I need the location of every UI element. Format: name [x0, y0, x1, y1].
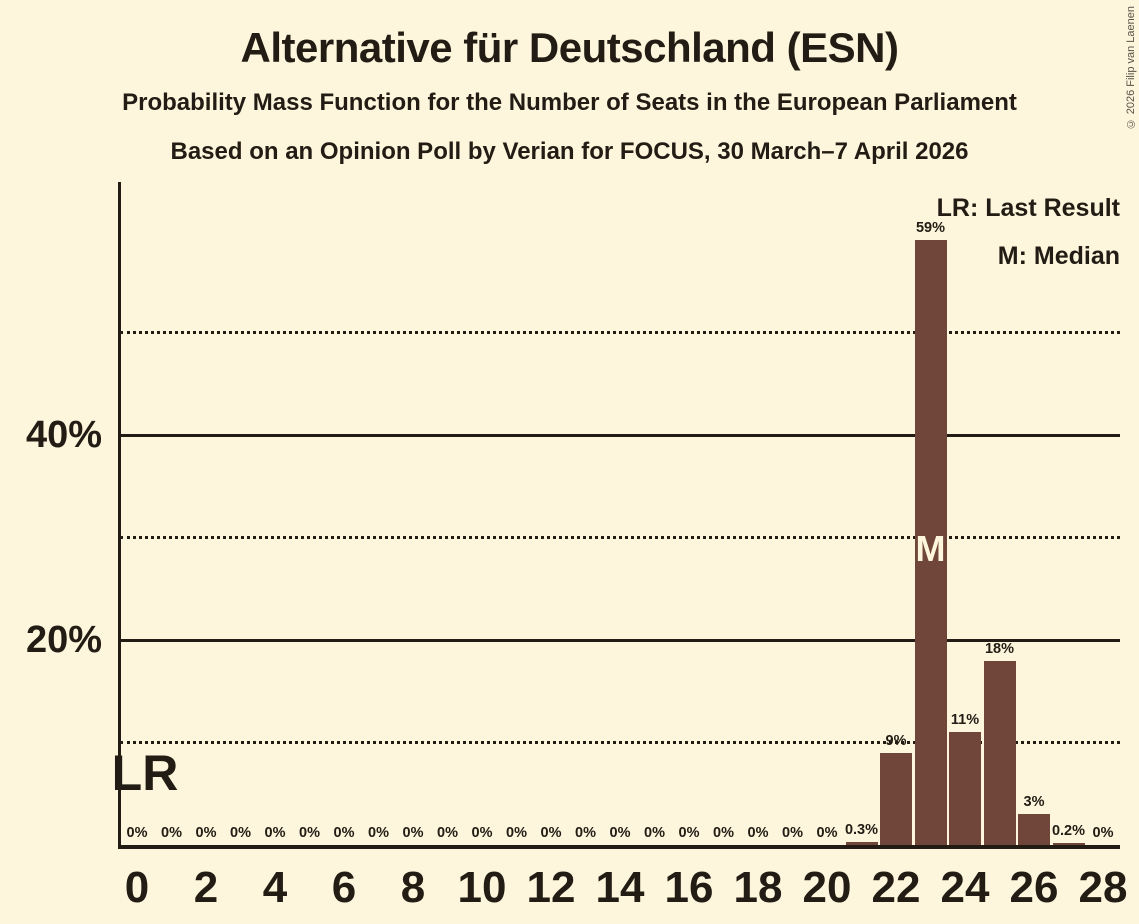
y-tick-label-20: 20% — [25, 619, 102, 661]
last-result-marker: LR — [111, 745, 179, 801]
bar-seat-23 — [914, 240, 947, 845]
bar-value-label-9: 0% — [437, 825, 458, 841]
bar-value-label-23: 59% — [915, 220, 946, 237]
bar-value-label-26: 3% — [1023, 794, 1045, 811]
x-axis — [118, 845, 1120, 849]
x-tick-label-28: 28 — [1078, 863, 1128, 912]
bar-value-label-25: 18% — [984, 640, 1015, 657]
x-tick-label-4: 4 — [262, 863, 288, 912]
x-tick-label-12: 12 — [526, 863, 576, 912]
x-tick-label-16: 16 — [664, 863, 714, 912]
x-tick-label-20: 20 — [802, 863, 852, 912]
bar-value-label-10: 0% — [471, 825, 493, 841]
bar-value-label-14: 0% — [609, 825, 631, 841]
bar-value-label-2: 0% — [195, 825, 217, 841]
chart-title: Alternative für Deutschland (ESN) — [240, 24, 899, 71]
x-tick-label-18: 18 — [733, 863, 783, 912]
bar-value-label-6: 0% — [333, 825, 355, 841]
bar-value-label-1: 0% — [161, 825, 182, 841]
chart-subtitle: Probability Mass Function for the Number… — [122, 89, 1017, 116]
bar-value-label-7: 0% — [368, 825, 389, 841]
y-axis — [118, 182, 121, 848]
x-tick-label-0: 0 — [124, 863, 150, 912]
legend-last-result: LR: Last Result — [936, 194, 1120, 222]
bar-value-label-19: 0% — [782, 825, 803, 841]
x-tick-label-6: 6 — [331, 863, 357, 912]
x-tick-label-14: 14 — [595, 863, 645, 912]
bar-seat-21 — [845, 841, 878, 845]
bar-value-label-5: 0% — [299, 825, 320, 841]
x-tick-label-26: 26 — [1009, 863, 1059, 912]
x-tick-label-24: 24 — [940, 863, 990, 912]
legend-median: M: Median — [997, 242, 1120, 270]
bar-value-label-17: 0% — [713, 825, 734, 841]
bar-value-label-0: 0% — [126, 825, 148, 841]
bar-value-label-15: 0% — [644, 825, 665, 841]
bar-value-label-8: 0% — [402, 825, 424, 841]
x-tick-label-10: 10 — [457, 863, 507, 912]
bar-value-label-20: 0% — [816, 825, 838, 841]
bar-value-label-22: 9% — [885, 732, 907, 749]
x-tick-label-2: 2 — [193, 863, 219, 912]
gridline-dotted-50 — [120, 330, 1120, 334]
bar-value-label-13: 0% — [575, 825, 596, 841]
chart-legend: LR: Last Result M: Median — [937, 184, 1120, 280]
bar-value-label-12: 0% — [540, 825, 562, 841]
bar-seat-25 — [983, 660, 1016, 845]
bar-seat-24 — [949, 732, 981, 845]
gridline-dotted-10 — [120, 740, 1120, 744]
bar-value-label-16: 0% — [678, 825, 700, 841]
gridline-solid-20 — [120, 639, 1120, 642]
bar-value-label-4: 0% — [264, 825, 286, 841]
gridline-dotted-30 — [120, 535, 1120, 539]
y-tick-label-40: 40% — [25, 414, 102, 456]
bar-value-label-24: 11% — [950, 712, 980, 729]
bar-value-label-21: 0.3% — [844, 821, 879, 838]
bar-value-label-28: 0% — [1092, 825, 1114, 841]
bar-value-label-27: 0.2% — [1051, 822, 1086, 839]
gridline-solid-40 — [120, 434, 1120, 437]
bar-value-label-11: 0% — [506, 825, 527, 841]
bar-seat-27 — [1052, 842, 1085, 845]
bar-seat-26 — [1018, 814, 1050, 845]
median-marker: M — [915, 528, 946, 569]
x-tick-label-22: 22 — [871, 863, 921, 912]
bar-value-label-3: 0% — [230, 825, 251, 841]
chart-poll-source: Based on an Opinion Poll by Verian for F… — [170, 138, 969, 165]
x-tick-label-8: 8 — [400, 863, 426, 912]
copyright-notice: © 2026 Filip van Laenen — [1125, 6, 1137, 130]
bar-value-label-18: 0% — [747, 825, 769, 841]
bar-seat-22 — [880, 752, 912, 845]
